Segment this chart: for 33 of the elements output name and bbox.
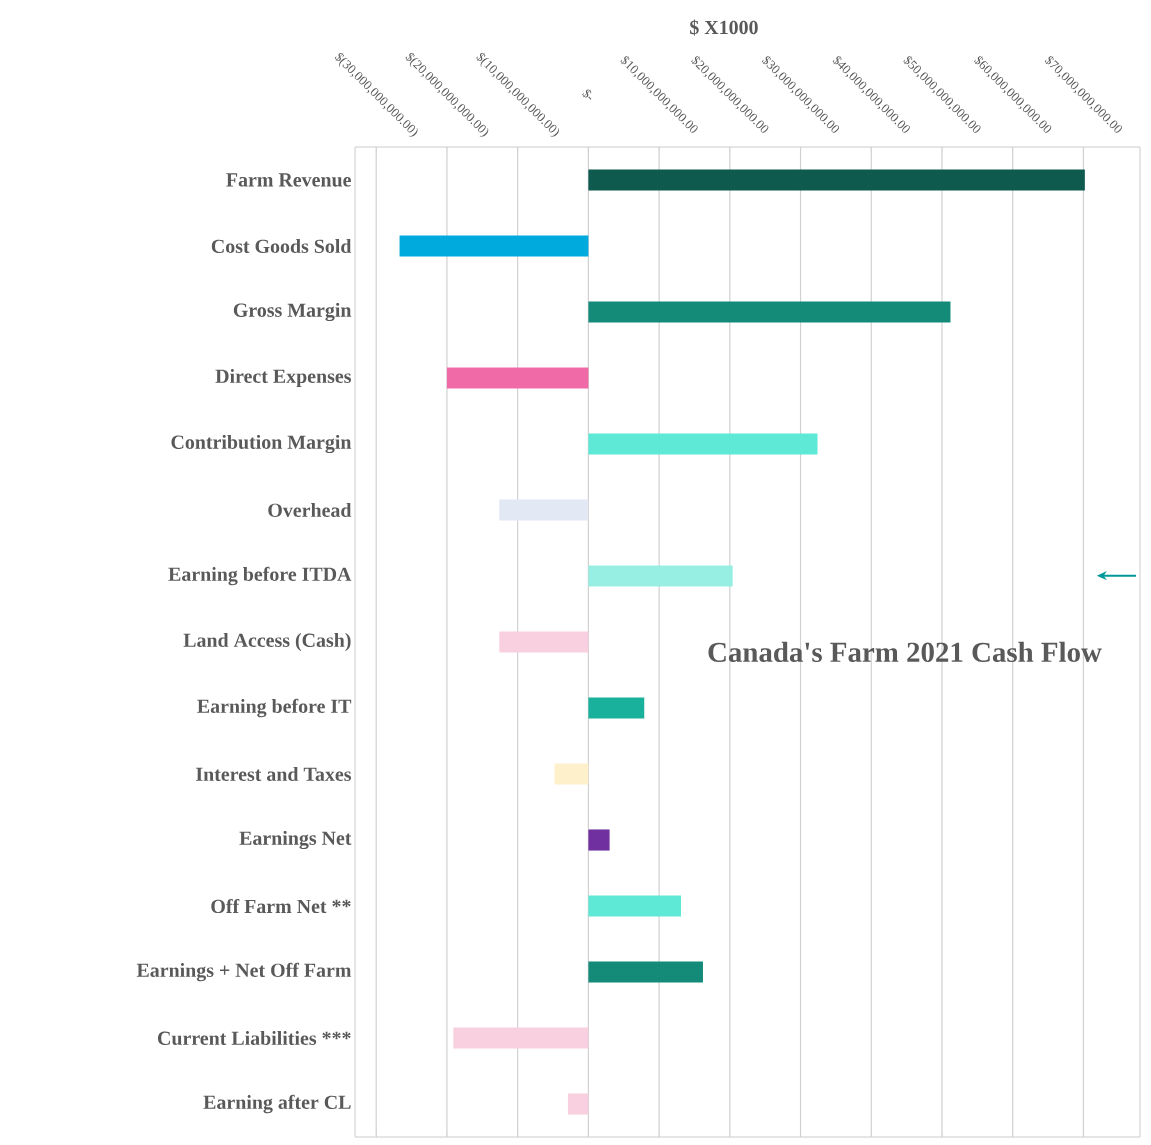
y-tick-label: Earning after CL <box>203 1094 351 1114</box>
y-tick-label: Contribution Margin <box>171 434 352 454</box>
y-tick-label: Direct Expenses <box>215 368 351 388</box>
bar <box>588 433 818 455</box>
bar <box>446 367 589 389</box>
y-tick-label: Interest and Taxes <box>196 767 352 782</box>
y-tick-label: Earnings + Net Off Farm <box>136 962 352 982</box>
y-tick-label: Current Liabilities *** <box>157 1030 351 1046</box>
bar <box>588 301 951 323</box>
bar <box>588 829 610 851</box>
y-tick-label: Farm Revenue <box>226 173 351 187</box>
bar <box>399 235 589 257</box>
y-tick-label: Off Farm Net ** <box>211 898 351 914</box>
bar <box>588 697 645 719</box>
bar <box>567 1093 589 1115</box>
bar <box>453 1027 589 1049</box>
y-tick-label: Land Access (Cash) <box>183 632 351 652</box>
y-tick-label: Earning before IT <box>197 698 352 718</box>
y-tick-label: Cost Goods Sold <box>211 238 352 254</box>
y-tick-label: Gross Margin <box>233 302 352 322</box>
y-tick-label: Earning before ITDA <box>168 566 352 586</box>
y-tick-label: Overhead <box>268 502 352 518</box>
bar <box>554 763 589 785</box>
bar <box>588 169 1085 191</box>
bar <box>588 565 733 587</box>
x-tick-label: $- <box>582 89 592 100</box>
bar <box>499 631 589 653</box>
text: Canada's Farm 2021 Cash Flow <box>708 641 1102 663</box>
bar <box>588 961 703 983</box>
x-axis-title: $ X1000 <box>690 19 758 36</box>
bar <box>499 499 589 521</box>
bar <box>588 895 682 917</box>
y-tick-label: Earnings Net <box>239 830 352 850</box>
